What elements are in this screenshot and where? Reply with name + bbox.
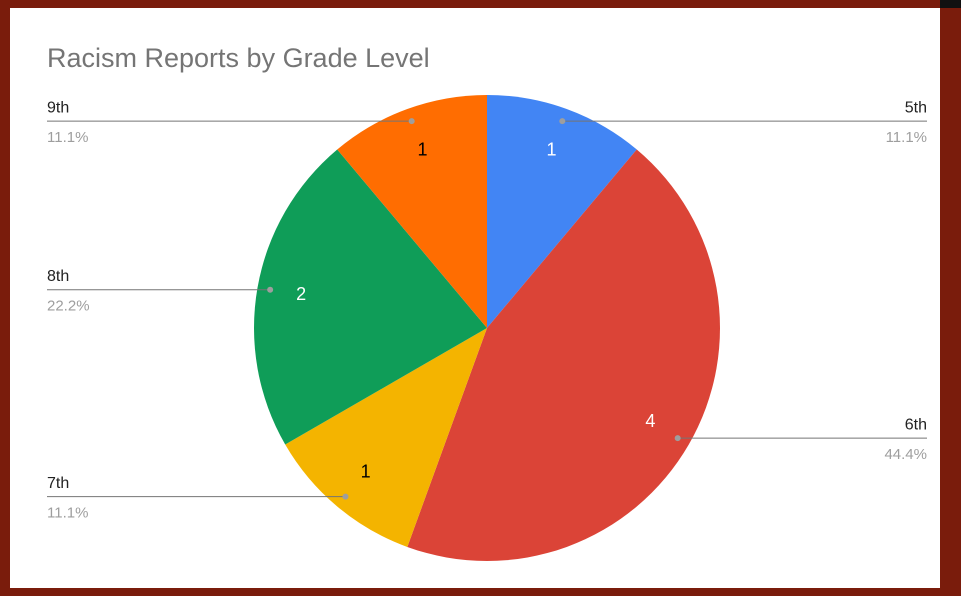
pie-slice [407, 149, 720, 561]
pie-slice [337, 95, 487, 328]
legend-label: 7th [47, 475, 69, 492]
leader-dot [559, 118, 566, 125]
legend-label: 5th [905, 99, 927, 116]
leader-dot [408, 118, 415, 125]
legend-label: 6th [905, 416, 927, 433]
pie-slice [254, 149, 487, 445]
leader-dot [674, 435, 681, 442]
percent-label: 22.2% [47, 298, 90, 315]
percent-label: 44.4% [884, 446, 927, 463]
leader-dot [342, 493, 349, 500]
leader-dot [267, 286, 274, 293]
legend-label: 9th [47, 99, 69, 116]
percent-label: 11.1% [886, 129, 927, 146]
chart-title: Racism Reports by Grade Level [47, 43, 430, 73]
legend-label: 8th [47, 268, 69, 285]
pie-slice [285, 328, 487, 547]
corner [940, 0, 961, 8]
slice-label: 4 [645, 411, 655, 431]
slice-label: 2 [296, 284, 306, 304]
pie-slice [487, 95, 637, 328]
slice-label: 1 [547, 139, 557, 159]
percent-label: 11.1% [47, 129, 88, 146]
slice-label: 1 [417, 139, 427, 159]
slice-label: 1 [361, 461, 371, 481]
percent-label: 11.1% [47, 505, 88, 522]
